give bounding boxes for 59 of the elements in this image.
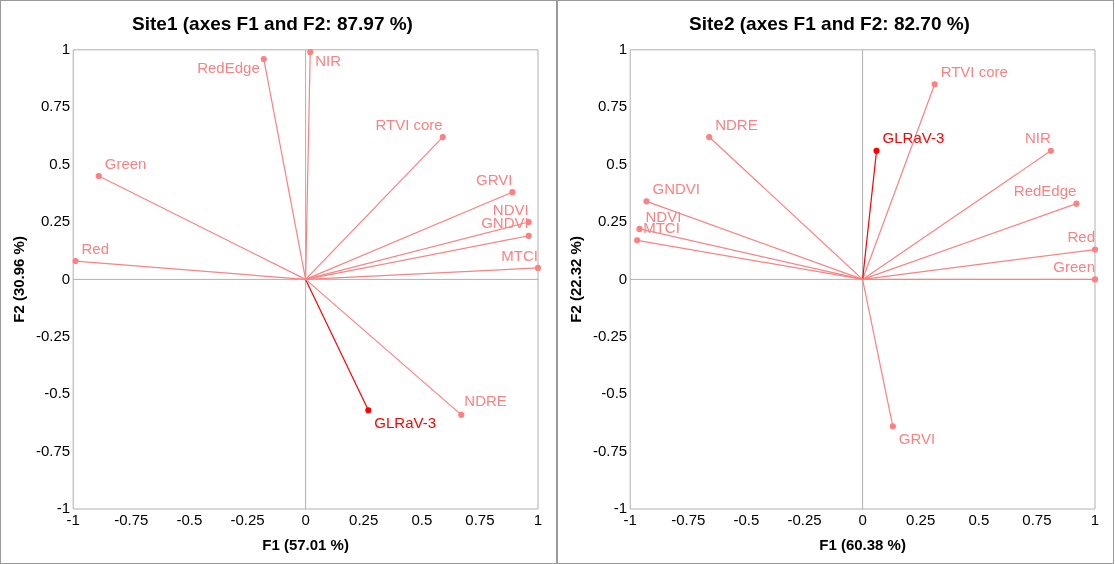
x-tick-label: 0.75 <box>465 511 495 529</box>
x-axis-title: F1 (60.38 %) <box>819 536 906 554</box>
series-label: MTCI <box>501 246 538 264</box>
y-tick-label: 0 <box>61 269 71 287</box>
y-tick-label: 0.5 <box>606 154 628 172</box>
series-label: RedEdge <box>1013 182 1077 200</box>
y-tick-label: 1 <box>618 39 628 57</box>
x-tick-label: -0.75 <box>671 511 706 529</box>
x-tick-label: -0.25 <box>230 511 265 529</box>
y-tick-label: 0.5 <box>49 154 71 172</box>
series-label: RTVI core <box>940 62 1008 80</box>
series-label: NDRE <box>464 391 507 409</box>
series-label: Red <box>1067 228 1095 246</box>
x-tick-label: 0 <box>858 511 867 529</box>
y-tick-label: 1 <box>61 39 71 57</box>
y-tick-label: 0.25 <box>40 212 71 230</box>
y-tick-label: -0.5 <box>44 384 71 402</box>
series-label: GRVI <box>476 170 513 188</box>
y-tick-label: -1 <box>56 499 71 517</box>
series-label: GNDVI <box>652 179 700 197</box>
y-tick-label: 0.25 <box>597 212 628 230</box>
y-axis-title: F2 (30.96 %) <box>10 236 28 323</box>
x-tick-label: -0.5 <box>733 511 760 529</box>
x-tick-label: -0.75 <box>114 511 149 529</box>
y-tick-label: -0.75 <box>592 441 628 459</box>
series-label: NDVI <box>492 200 529 218</box>
series-label: GLRaV-3 <box>882 129 945 147</box>
y-tick-label: -0.75 <box>35 441 71 459</box>
x-tick-label: 1 <box>1090 511 1100 529</box>
x-tick-label: 0.25 <box>349 511 379 529</box>
y-axis-title: F2 (22.32 %) <box>567 236 585 323</box>
series-label: NIR <box>1025 129 1051 147</box>
chart-title: Site1 (axes F1 and F2: 87.97 %) <box>132 12 413 34</box>
x-tick-label: 0.5 <box>411 511 433 529</box>
series-label: Red <box>81 239 110 257</box>
y-tick-label: -0.25 <box>592 326 628 344</box>
x-tick-label: 0.25 <box>906 511 936 529</box>
series-label: GRVI <box>898 429 936 447</box>
x-tick-label: 1 <box>533 511 543 529</box>
series-label: RTVI core <box>375 115 443 133</box>
y-tick-label: 0.75 <box>597 97 628 115</box>
x-tick-label: -0.25 <box>787 511 822 529</box>
y-tick-label: -0.25 <box>35 326 71 344</box>
y-tick-label: -1 <box>613 499 628 517</box>
series-label: GLRaV-3 <box>374 413 437 431</box>
x-tick-label: 0 <box>301 511 310 529</box>
series-label: NIR <box>315 51 342 69</box>
series-label: Green <box>1053 258 1095 276</box>
x-axis-title: F1 (57.01 %) <box>262 536 349 554</box>
y-tick-label: 0 <box>618 269 628 287</box>
chart-title: Site2 (axes F1 and F2: 82.70 %) <box>689 12 970 34</box>
x-tick-label: 0.5 <box>968 511 990 529</box>
series-label: NDRE <box>715 115 758 133</box>
y-tick-label: -0.5 <box>601 384 628 402</box>
y-tick-label: 0.75 <box>40 97 71 115</box>
x-tick-label: 0.75 <box>1022 511 1052 529</box>
series-label: Green <box>104 154 147 172</box>
x-tick-label: -0.5 <box>176 511 203 529</box>
series-label: RedEdge <box>197 58 260 76</box>
